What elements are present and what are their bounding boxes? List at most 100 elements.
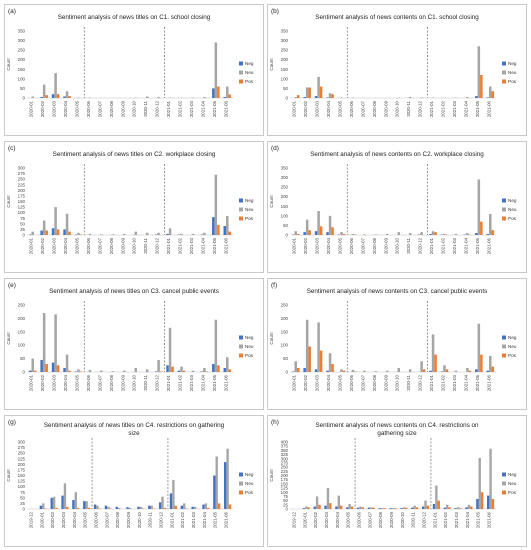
- bar-pos: [448, 507, 451, 509]
- x-tick-label: 2020-08: [372, 100, 377, 117]
- bar-neu: [31, 96, 34, 98]
- bar-neg: [443, 507, 447, 509]
- bar-neu: [374, 371, 378, 372]
- x-tick-label: 2020-02: [303, 237, 308, 254]
- bar-neg: [326, 370, 329, 372]
- x-tick-label: 2021-06: [486, 374, 491, 391]
- bar-neu: [52, 496, 56, 509]
- chart-title: Sentiment analysis of news contents on C…: [315, 14, 479, 21]
- x-tick-label: 2021-02: [443, 511, 448, 528]
- bar-pos: [415, 507, 419, 509]
- y-tick-label: 75: [20, 216, 25, 221]
- x-tick-label: 2021-03: [452, 374, 457, 391]
- y-tick-label: 0: [23, 233, 26, 238]
- y-tick-label: 225: [18, 456, 26, 461]
- bar-neu: [31, 231, 34, 235]
- x-tick-label: 2020-01: [29, 374, 34, 391]
- x-tick-label: 2020-10: [395, 374, 400, 391]
- bar-pos: [45, 363, 48, 372]
- y-tick-label: 175: [18, 193, 26, 198]
- bar-pos: [329, 503, 332, 509]
- bar-neu: [203, 232, 206, 235]
- bar-neu: [328, 353, 332, 372]
- bar-neg: [224, 462, 227, 509]
- y-tick-label: 200: [281, 473, 289, 478]
- bar-pos: [445, 369, 449, 372]
- bar-neu: [65, 213, 69, 235]
- x-tick-label: 2021-01: [429, 374, 434, 391]
- y-tick-label: 50: [20, 356, 25, 361]
- bar-neg: [475, 369, 478, 372]
- x-tick-label: 2020-04: [326, 237, 331, 254]
- x-tick-label: 2021-01: [429, 237, 434, 254]
- bar-neg: [83, 501, 86, 509]
- x-tick-label: 2021-05: [213, 511, 218, 528]
- bar-neg: [429, 234, 432, 235]
- x-tick-label: 2021-04: [463, 374, 468, 391]
- x-tick-label: 2021-02: [441, 374, 446, 391]
- y-tick-label: 250: [281, 48, 289, 53]
- bar-neu: [420, 361, 423, 372]
- x-tick-label: 2021-03: [189, 100, 194, 117]
- x-tick-label: 2021-04: [463, 237, 468, 254]
- y-tick-label: 0: [286, 96, 289, 101]
- bar-pos: [470, 506, 473, 509]
- chart-panel: (a) Sentiment analysis of news titles on …: [4, 4, 264, 136]
- y-tick-label: 250: [281, 465, 289, 470]
- bar-neu: [134, 367, 137, 372]
- bar-neu: [203, 367, 206, 372]
- bar-neu: [477, 323, 481, 372]
- bar-neg: [39, 505, 43, 509]
- bar-pos: [422, 369, 426, 372]
- legend-swatch-neu: [502, 70, 506, 75]
- x-tick-label: 2020-02: [303, 100, 308, 117]
- bar-neu: [397, 232, 400, 235]
- bar-neu: [134, 231, 137, 235]
- x-tick-label: 2021-05: [212, 374, 217, 391]
- bar-pos: [68, 231, 71, 235]
- y-tick-label: 100: [281, 76, 289, 81]
- y-axis-label: Count: [269, 469, 274, 482]
- bar-pos: [480, 354, 483, 372]
- bar-neu: [467, 504, 471, 509]
- bar-pos: [491, 91, 495, 98]
- x-tick-label: 2020-01: [29, 237, 34, 254]
- bar-pos: [182, 370, 186, 372]
- bar-neu: [337, 495, 340, 509]
- bar-pos: [308, 230, 311, 235]
- bar-neu: [65, 91, 69, 98]
- y-tick-label: 200: [18, 188, 26, 193]
- x-tick-label: 2021-01: [166, 100, 171, 117]
- x-tick-label: 2020-11: [411, 511, 416, 527]
- bar-neg: [326, 232, 329, 235]
- y-tick-label: 200: [281, 57, 289, 62]
- bar-neg: [126, 507, 129, 509]
- x-tick-label: 2021-02: [178, 374, 183, 391]
- x-tick-label: 2021-06: [223, 374, 228, 391]
- bar-neu: [489, 355, 492, 372]
- x-tick-label: 2020-05: [75, 374, 80, 391]
- y-tick-label: 250: [18, 48, 26, 53]
- bar-neu: [77, 369, 80, 372]
- bar-pos: [468, 370, 472, 372]
- bar-neg: [104, 505, 108, 509]
- x-tick-label: 2020-09: [120, 374, 125, 391]
- bar-neg: [74, 371, 78, 372]
- y-tick-label: 100: [281, 213, 289, 218]
- y-tick-label: 175: [281, 477, 289, 482]
- bar-neg: [487, 495, 490, 509]
- bar-neg: [40, 230, 43, 235]
- bar-neu: [42, 220, 46, 235]
- x-tick-label: 2020-09: [383, 374, 388, 391]
- bar-neu: [466, 367, 469, 372]
- y-tick-label: 175: [18, 467, 26, 472]
- bar-pos: [331, 94, 334, 98]
- x-tick-label: 2021-05: [212, 237, 217, 254]
- x-tick-label: 2020-01: [292, 100, 297, 117]
- x-tick-label: 2021-05: [475, 374, 480, 391]
- y-tick-label: 300: [18, 166, 26, 171]
- bar-neg: [400, 508, 403, 509]
- bar-neu: [145, 96, 149, 98]
- x-tick-label: 2020-05: [338, 100, 343, 117]
- bar-pos: [68, 96, 71, 98]
